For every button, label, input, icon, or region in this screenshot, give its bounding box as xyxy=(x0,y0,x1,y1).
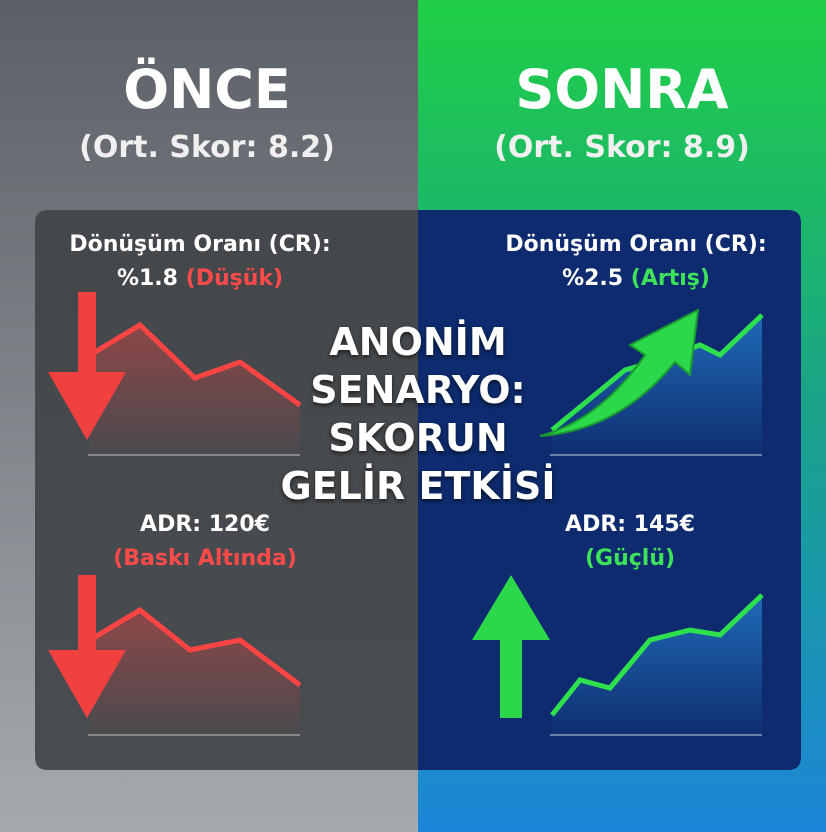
center-title: GELİR ETKİSİ xyxy=(281,464,556,508)
metric-status: (Baskı Altında) xyxy=(113,546,297,571)
center-title: SENARYO: xyxy=(310,368,525,412)
metric-label: ADR: 120€ xyxy=(140,512,270,537)
metric-label: Dönüşüm Oranı (CR): xyxy=(69,232,330,257)
before-subtitle: (Ort. Skor: 8.2) xyxy=(79,130,335,165)
metric-line: %2.5 (Artış) xyxy=(562,266,710,291)
page: ÖNCE (Ort. Skor: 8.2) SONRA (Ort. Skor: … xyxy=(0,0,826,832)
center-title: ANONİM xyxy=(329,320,506,364)
after-subtitle: (Ort. Skor: 8.9) xyxy=(494,130,750,165)
metric-value: %1.8 xyxy=(117,266,178,291)
center-title: SKORUN xyxy=(328,416,507,460)
metric-label: ADR: 145€ xyxy=(565,512,695,537)
after-title: SONRA xyxy=(515,58,728,121)
metric-line: %1.8 (Düşük) xyxy=(117,266,283,291)
metric-status: (Güçlü) xyxy=(585,546,675,571)
metric-label: Dönüşüm Oranı (CR): xyxy=(505,232,766,257)
metric-value: %2.5 xyxy=(562,266,623,291)
metric-status: (Düşük) xyxy=(186,266,283,291)
metric-status: (Artış) xyxy=(631,266,710,291)
before-title: ÖNCE xyxy=(123,58,291,121)
